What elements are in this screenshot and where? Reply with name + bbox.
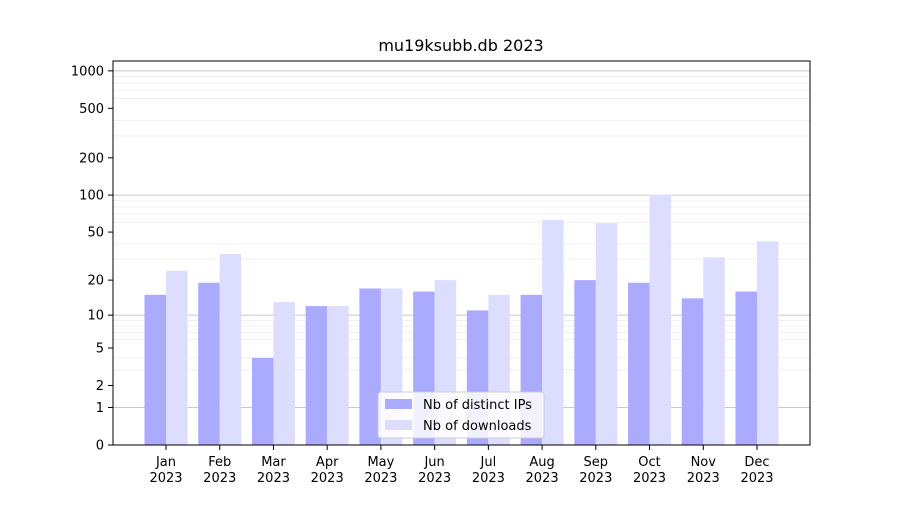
x-tick-label-month: Nov bbox=[691, 455, 717, 470]
plot-frame bbox=[112, 60, 811, 446]
bar-downloads-dec bbox=[757, 241, 779, 445]
y-tick-label: 20 bbox=[87, 274, 104, 289]
bar-distinct-ips-feb bbox=[198, 282, 220, 445]
x-tick-label-month: Aug bbox=[529, 455, 554, 470]
x-tick-label-month: Apr bbox=[316, 455, 339, 470]
bar-distinct-ips-dec bbox=[735, 291, 757, 445]
x-tick-label-year: 2023 bbox=[149, 471, 182, 486]
legend: Nb of distinct IPs Nb of downloads bbox=[377, 391, 545, 439]
x-tick-label-month: Feb bbox=[208, 455, 231, 470]
bar-downloads-jan bbox=[166, 270, 188, 445]
axis-layer: 01251020501002005001000Jan2023Feb2023Mar… bbox=[71, 60, 811, 486]
x-tick-label-year: 2023 bbox=[203, 471, 236, 486]
x-tick-label-month: Oct bbox=[638, 455, 660, 470]
x-tick-label-year: 2023 bbox=[311, 471, 344, 486]
x-tick-label-year: 2023 bbox=[687, 471, 720, 486]
x-tick-label-month: Jun bbox=[423, 455, 444, 470]
bar-downloads-apr bbox=[327, 306, 349, 445]
legend-swatch bbox=[385, 399, 412, 409]
bar-layer bbox=[144, 194, 779, 445]
x-tick-label-month: Jul bbox=[480, 455, 497, 470]
y-tick-label: 0 bbox=[96, 439, 104, 454]
x-tick-label-month: Mar bbox=[261, 455, 286, 470]
y-tick-label: 1 bbox=[96, 401, 104, 416]
bar-downloads-oct bbox=[649, 194, 672, 445]
legend-label: Nb of distinct IPs bbox=[423, 398, 532, 413]
y-tick-label: 200 bbox=[79, 151, 104, 166]
y-tick-label: 5 bbox=[96, 341, 104, 356]
legend-label: Nb of downloads bbox=[423, 419, 532, 434]
bar-distinct-ips-apr bbox=[305, 306, 328, 445]
y-tick-label: 500 bbox=[79, 102, 104, 117]
legend-swatch bbox=[385, 420, 412, 430]
bar-downloads-feb bbox=[219, 254, 242, 445]
x-tick-label-year: 2023 bbox=[364, 471, 397, 486]
x-tick-label-year: 2023 bbox=[579, 471, 612, 486]
y-tick-label: 2 bbox=[96, 379, 104, 394]
bar-downloads-aug bbox=[542, 219, 564, 445]
x-tick-label-year: 2023 bbox=[472, 471, 505, 486]
x-tick-label-year: 2023 bbox=[257, 471, 290, 486]
bar-downloads-mar bbox=[273, 302, 295, 445]
bar-downloads-nov bbox=[703, 257, 725, 445]
bar-distinct-ips-may bbox=[359, 288, 381, 445]
x-tick-label-year: 2023 bbox=[526, 471, 559, 486]
x-tick-label-month: Sep bbox=[584, 455, 609, 470]
bar-distinct-ips-oct bbox=[628, 282, 650, 445]
x-tick-label-month: Dec bbox=[744, 455, 769, 470]
x-tick-label-year: 2023 bbox=[633, 471, 666, 486]
y-tick-label: 100 bbox=[79, 189, 104, 204]
bar-downloads-sep bbox=[595, 223, 618, 445]
x-tick-label-year: 2023 bbox=[740, 471, 773, 486]
bar-distinct-ips-jan bbox=[144, 294, 166, 445]
x-tick-label-year: 2023 bbox=[418, 471, 451, 486]
y-tick-label: 10 bbox=[87, 309, 104, 324]
y-tick-label: 50 bbox=[87, 226, 104, 241]
x-tick-label-month: May bbox=[367, 455, 394, 470]
chart-title: mu19ksubb.db 2023 bbox=[378, 36, 543, 55]
bar-distinct-ips-mar bbox=[251, 357, 274, 445]
bar-distinct-ips-nov bbox=[681, 298, 704, 445]
legend-box bbox=[377, 391, 545, 439]
bar-distinct-ips-sep bbox=[574, 280, 596, 445]
y-tick-label: 1000 bbox=[71, 64, 104, 79]
x-tick-label-month: Jan bbox=[155, 455, 176, 470]
